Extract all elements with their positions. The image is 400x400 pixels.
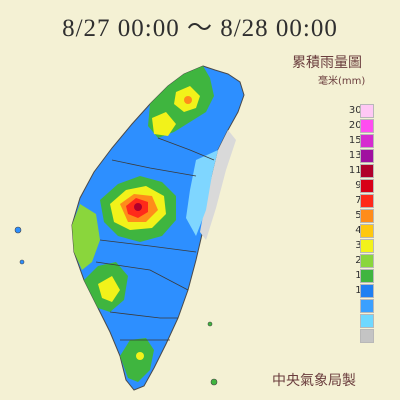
legend-swatch — [360, 299, 374, 313]
legend-unit: 毫米(mm) — [318, 76, 366, 87]
penghu-island-2 — [19, 259, 25, 265]
legend-swatch — [360, 164, 374, 178]
legend-row: 2 — [334, 314, 394, 329]
legend-label: 150 — [348, 135, 368, 146]
east-coast-zone — [200, 130, 236, 240]
legend-label: 300 — [348, 105, 368, 116]
northwest-zone — [152, 112, 176, 136]
north-peak-spot — [184, 96, 192, 104]
legend-swatch — [360, 104, 374, 118]
southwest-core — [98, 276, 120, 302]
legend-label: 200 — [348, 120, 368, 131]
central-max-spot — [134, 203, 142, 211]
green-island — [207, 321, 213, 327]
legend-swatch — [360, 209, 374, 223]
rainfall-legend: 300 200 150 130 110 9070504030201510621 — [334, 104, 394, 344]
agency-credit: 中央氣象局製 — [272, 373, 356, 389]
orchid-island — [210, 378, 218, 386]
time-range-title: 8/27 00:00 ～ 8/28 00:00 — [62, 15, 338, 42]
legend-row: 6 — [334, 299, 394, 314]
legend-row: 20 — [334, 254, 394, 269]
legend-row: 15 — [334, 269, 394, 284]
legend-label: 110 — [348, 165, 368, 176]
legend-row: 30 — [334, 239, 394, 254]
legend-label: 130 — [348, 150, 368, 161]
legend-row: 300 — [334, 104, 394, 119]
legend-row: 40 — [334, 224, 394, 239]
legend-row: 50 — [334, 209, 394, 224]
legend-swatch — [360, 179, 374, 193]
legend-swatch — [360, 284, 374, 298]
legend-swatch — [360, 194, 374, 208]
legend-row: 1 — [334, 329, 394, 344]
legend-swatch — [360, 224, 374, 238]
legend-title: 累積雨量圖 — [292, 55, 362, 71]
legend-row: 110 — [334, 164, 394, 179]
legend-swatch — [360, 134, 374, 148]
legend-swatch — [360, 239, 374, 253]
legend-swatch — [360, 314, 374, 328]
legend-swatch — [360, 329, 374, 343]
south-zone — [120, 338, 154, 382]
legend-row: 130 — [334, 149, 394, 164]
legend-swatch — [360, 254, 374, 268]
penghu-island — [14, 226, 22, 234]
legend-row: 10 — [334, 284, 394, 299]
legend-swatch — [360, 269, 374, 283]
east-light-zone — [186, 150, 218, 236]
legend-row: 90 — [334, 179, 394, 194]
legend-row: 150 — [334, 134, 394, 149]
south-spot — [136, 352, 144, 360]
legend-swatch — [360, 149, 374, 163]
legend-row: 200 — [334, 119, 394, 134]
county-boundaries — [95, 137, 215, 341]
west-coast-zone — [72, 204, 100, 270]
legend-swatch — [360, 119, 374, 133]
legend-row: 70 — [334, 194, 394, 209]
